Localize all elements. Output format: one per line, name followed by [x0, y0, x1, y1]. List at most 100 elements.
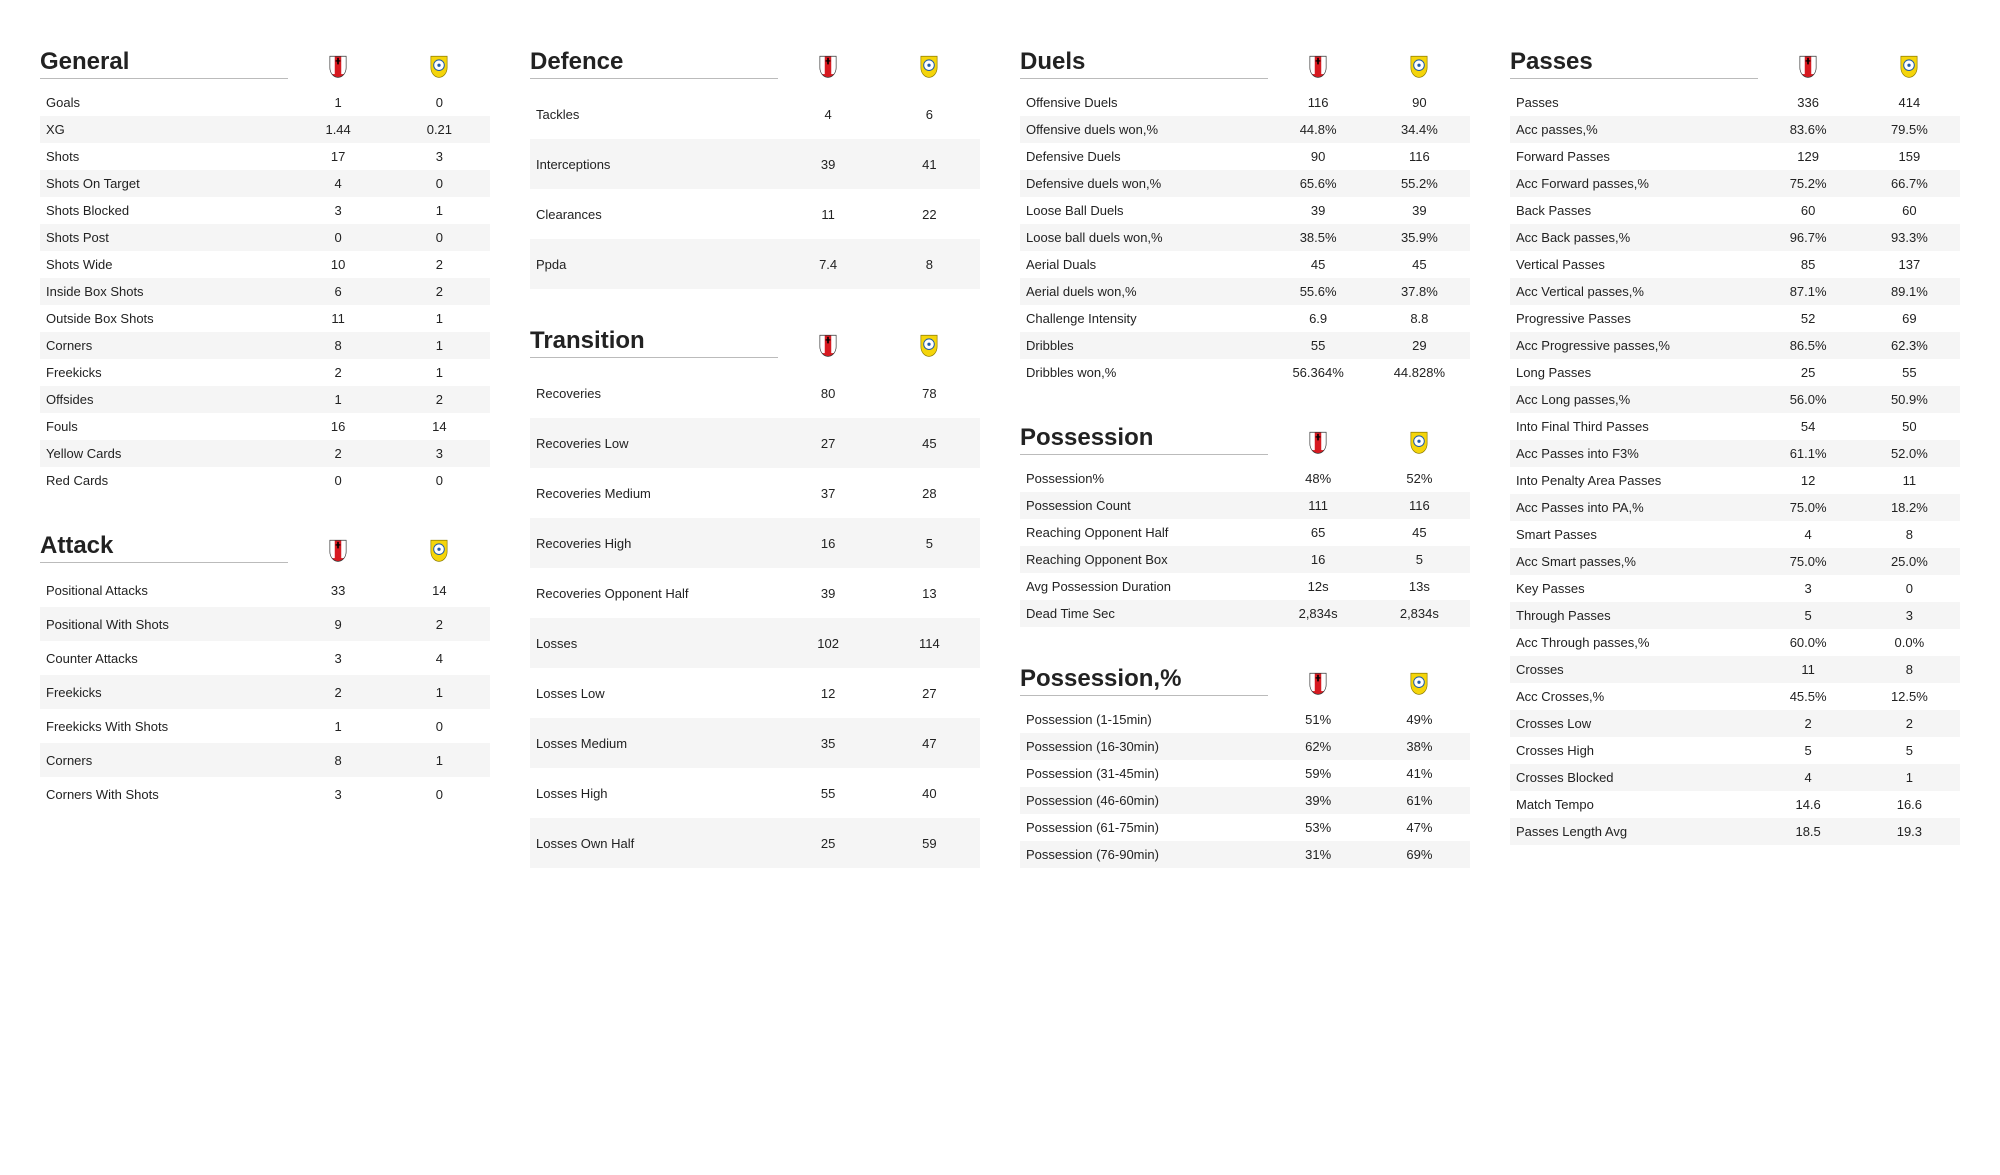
stat-away-value: 13s: [1369, 574, 1470, 599]
section-header: Defence: [530, 48, 980, 83]
stat-label: Smart Passes: [1510, 522, 1758, 547]
table-row: Possession Count111116: [1020, 492, 1470, 519]
table-row: Crosses Low22: [1510, 710, 1960, 737]
stat-away-value: 8: [879, 249, 980, 280]
stat-label: Shots On Target: [40, 171, 288, 196]
table-row: Loose Ball Duels3939: [1020, 197, 1470, 224]
stat-home-value: 83.6%: [1758, 117, 1859, 142]
stat-label: Dribbles: [1020, 333, 1268, 358]
stat-home-value: 10: [288, 252, 389, 277]
stat-home-value: 48%: [1268, 466, 1369, 491]
stat-away-value: 0: [389, 171, 490, 196]
table-row: XG1.440.21: [40, 116, 490, 143]
stat-home-value: 11: [778, 199, 879, 230]
stat-label: Shots Post: [40, 225, 288, 250]
away-team-badge: [1369, 670, 1470, 696]
table-rows: Passes336414Acc passes,%83.6%79.5%Forwar…: [1510, 89, 1960, 845]
table-row: Avg Possession Duration12s13s: [1020, 573, 1470, 600]
stat-away-value: 1: [389, 333, 490, 358]
stat-away-value: 29: [1369, 333, 1470, 358]
table-row: Recoveries Medium3728: [530, 468, 980, 518]
stat-home-value: 0: [288, 468, 389, 493]
stat-label: Through Passes: [1510, 603, 1758, 628]
table-row: Crosses High55: [1510, 737, 1960, 764]
stat-home-value: 4: [778, 99, 879, 130]
stat-label: Recoveries Medium: [530, 478, 778, 509]
stat-label: Match Tempo: [1510, 792, 1758, 817]
table-row: Losses Low1227: [530, 668, 980, 718]
stat-home-value: 87.1%: [1758, 279, 1859, 304]
stat-home-value: 102: [778, 628, 879, 659]
stat-home-value: 25: [778, 828, 879, 859]
stat-home-value: 80: [778, 378, 879, 409]
section-header: Attack: [40, 532, 490, 567]
section-possession: Possession Possession%48%52%Possession C…: [1020, 424, 1470, 627]
team-crest-icon: [1305, 670, 1331, 696]
stat-label: Aerial Duals: [1020, 252, 1268, 277]
stat-label: Corners: [40, 333, 288, 358]
table-row: Acc Back passes,%96.7%93.3%: [1510, 224, 1960, 251]
stat-away-value: 41: [879, 149, 980, 180]
stat-label: Reaching Opponent Half: [1020, 520, 1268, 545]
stat-label: Key Passes: [1510, 576, 1758, 601]
stat-home-value: 65: [1268, 520, 1369, 545]
stat-home-value: 27: [778, 428, 879, 459]
stat-home-value: 3: [288, 782, 389, 807]
away-team-badge: [1369, 53, 1470, 79]
table-row: Defensive duels won,%65.6%55.2%: [1020, 170, 1470, 197]
table-row: Acc Long passes,%56.0%50.9%: [1510, 386, 1960, 413]
stat-label: Acc Progressive passes,%: [1510, 333, 1758, 358]
stat-away-value: 79.5%: [1859, 117, 1960, 142]
table-row: Recoveries Opponent Half3913: [530, 568, 980, 618]
stat-away-value: 78: [879, 378, 980, 409]
table-row: Into Penalty Area Passes1211: [1510, 467, 1960, 494]
stat-away-value: 14: [389, 578, 490, 603]
stat-label: Recoveries Low: [530, 428, 778, 459]
stat-home-value: 14.6: [1758, 792, 1859, 817]
table-row: Corners81: [40, 332, 490, 359]
stat-home-value: 51%: [1268, 707, 1369, 732]
stat-away-value: 8.8: [1369, 306, 1470, 331]
table-row: Interceptions3941: [530, 139, 980, 189]
stat-away-value: 2: [389, 387, 490, 412]
section-title: Possession: [1020, 424, 1268, 455]
stat-label: Crosses High: [1510, 738, 1758, 763]
stat-label: Possession (1-15min): [1020, 707, 1268, 732]
stat-home-value: 54: [1758, 414, 1859, 439]
stat-home-value: 39: [778, 149, 879, 180]
stat-label: Acc Vertical passes,%: [1510, 279, 1758, 304]
table-row: Acc Vertical passes,%87.1%89.1%: [1510, 278, 1960, 305]
table-row: Freekicks21: [40, 359, 490, 386]
table-row: Acc Forward passes,%75.2%66.7%: [1510, 170, 1960, 197]
stat-away-value: 8: [1859, 657, 1960, 682]
stat-away-value: 1: [389, 680, 490, 705]
table-row: Ppda7.48: [530, 239, 980, 289]
away-team-badge: [1369, 429, 1470, 455]
stat-label: Dribbles won,%: [1020, 360, 1268, 385]
stat-home-value: 96.7%: [1758, 225, 1859, 250]
team-crest-icon: [325, 53, 351, 79]
stat-label: Crosses Low: [1510, 711, 1758, 736]
stat-home-value: 39: [1268, 198, 1369, 223]
stat-home-value: 11: [1758, 657, 1859, 682]
stat-away-value: 137: [1859, 252, 1960, 277]
stat-label: Shots: [40, 144, 288, 169]
table-row: Loose ball duels won,%38.5%35.9%: [1020, 224, 1470, 251]
stat-label: Progressive Passes: [1510, 306, 1758, 331]
stat-label: Offensive duels won,%: [1020, 117, 1268, 142]
column-2: Defence Tackles46Interceptions3941Cleara…: [530, 48, 980, 906]
stat-label: Vertical Passes: [1510, 252, 1758, 277]
stat-home-value: 4: [1758, 522, 1859, 547]
section-title: Transition: [530, 327, 778, 358]
stat-label: Possession Count: [1020, 493, 1268, 518]
stat-home-value: 3: [288, 646, 389, 671]
table-row: Vertical Passes85137: [1510, 251, 1960, 278]
stat-away-value: 45: [1369, 520, 1470, 545]
stat-home-value: 45: [1268, 252, 1369, 277]
stat-label: Long Passes: [1510, 360, 1758, 385]
stat-label: XG: [40, 117, 288, 142]
stat-label: Acc Long passes,%: [1510, 387, 1758, 412]
stat-label: Losses High: [530, 778, 778, 809]
team-crest-icon: [916, 53, 942, 79]
stat-home-value: 37: [778, 478, 879, 509]
